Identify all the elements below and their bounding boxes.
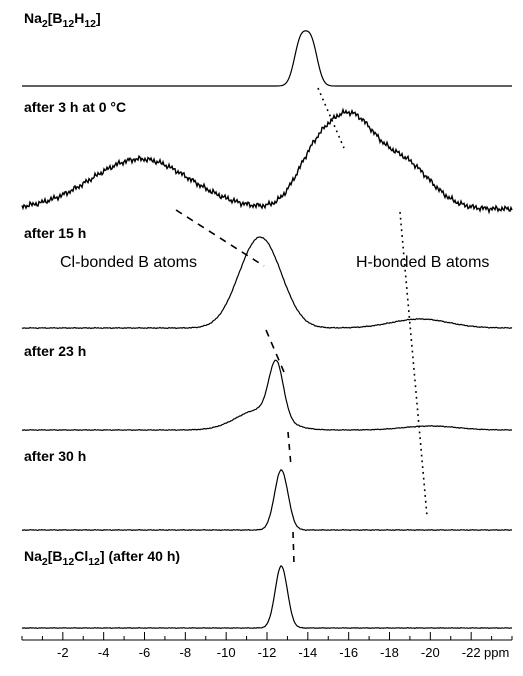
guide-dashed-3 xyxy=(288,432,291,466)
x-axis-tick-label: -16 xyxy=(339,645,358,660)
x-axis-tick-label: -20 xyxy=(421,645,440,660)
trace-label-trace-3: after 15 h xyxy=(24,225,86,241)
x-axis-unit-label: ppm xyxy=(484,645,509,660)
trace-label-trace-6: Na2[B12Cl12] (after 40 h) xyxy=(24,548,180,568)
trace-5 xyxy=(22,470,512,531)
trace-1 xyxy=(22,31,512,86)
annotation-h-bonded: H-bonded B atoms xyxy=(356,254,489,272)
trace-label-trace-2: after 3 h at 0 °C xyxy=(24,99,126,115)
x-axis-tick-label: -8 xyxy=(180,645,192,660)
x-axis-tick-label: -6 xyxy=(139,645,151,660)
x-axis-tick-label: -4 xyxy=(98,645,110,660)
annotation-cl-bonded: Cl-bonded B atoms xyxy=(60,254,197,272)
trace-4 xyxy=(22,360,512,430)
x-axis-tick-label: -14 xyxy=(298,645,317,660)
trace-2 xyxy=(22,110,512,212)
trace-label-trace-5: after 30 h xyxy=(24,448,86,464)
x-axis-tick-label: -18 xyxy=(380,645,399,660)
trace-label-trace-1: Na2[B12H12] xyxy=(24,10,101,30)
trace-label-trace-4: after 23 h xyxy=(24,343,86,359)
x-axis-tick-label: -12 xyxy=(258,645,277,660)
x-axis-tick-label: -10 xyxy=(217,645,236,660)
trace-3 xyxy=(22,237,512,329)
nmr-figure: -2 -4 -6 -8 -10 -12 -14 -16 -18 -20 -22ppm Na2[B12H… xyxy=(0,0,523,676)
x-axis-tick-label: -2 xyxy=(57,645,69,660)
guide-dashed-4 xyxy=(293,532,294,564)
guide-dashed-2 xyxy=(266,330,284,372)
guide-dotted-1 xyxy=(318,88,344,148)
trace-6 xyxy=(22,566,512,629)
x-axis-tick-label: -22 xyxy=(462,645,481,660)
